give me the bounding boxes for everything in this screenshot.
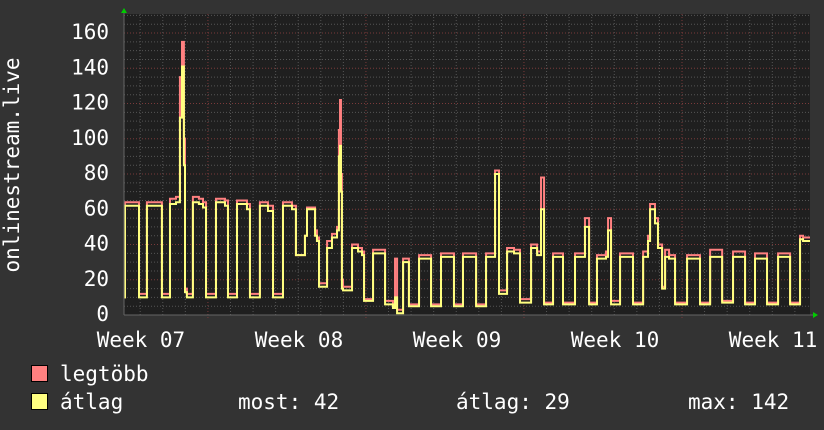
legend-swatch-max — [31, 365, 48, 382]
stat-average: átlag: 29 — [456, 390, 570, 414]
y-tick-label: 40 — [84, 232, 109, 256]
stat-maximum: max: 142 — [688, 390, 790, 414]
y-tick-label: 120 — [71, 91, 109, 115]
plot-area — [124, 14, 810, 315]
stat-current: most: 42 — [238, 390, 340, 414]
series-lines — [123, 40, 810, 315]
y-axis-label: onlinestream.live — [0, 58, 24, 273]
legend-swatch-avg — [31, 393, 48, 410]
legend-label-avg: átlag — [60, 390, 124, 414]
y-axis-arrow-icon — [121, 8, 127, 13]
x-tick-label: Week 11 — [729, 328, 818, 352]
y-tick-label: 160 — [71, 20, 109, 44]
x-tick-labels: Week 07 Week 08 Week 09 Week 10 Week 11 — [97, 328, 818, 352]
y-tick-label: 20 — [84, 267, 109, 291]
axes — [121, 8, 818, 318]
y-tick-labels: 0 20 40 60 80 100 120 140 160 — [71, 20, 109, 326]
y-tick-label: 0 — [96, 302, 109, 326]
x-tick-label: Week 08 — [255, 328, 344, 352]
y-tick-label: 140 — [71, 55, 109, 79]
x-tick-label: Week 09 — [413, 328, 502, 352]
y-tick-label: 100 — [71, 126, 109, 150]
x-tick-label: Week 10 — [571, 328, 660, 352]
x-tick-label: Week 07 — [97, 328, 186, 352]
y-tick-label: 80 — [84, 161, 109, 185]
x-axis-arrow-icon — [813, 312, 818, 318]
legend-label-max: legtöbb — [60, 362, 149, 386]
series-line-avg — [123, 65, 810, 315]
y-tick-label: 60 — [84, 196, 109, 220]
